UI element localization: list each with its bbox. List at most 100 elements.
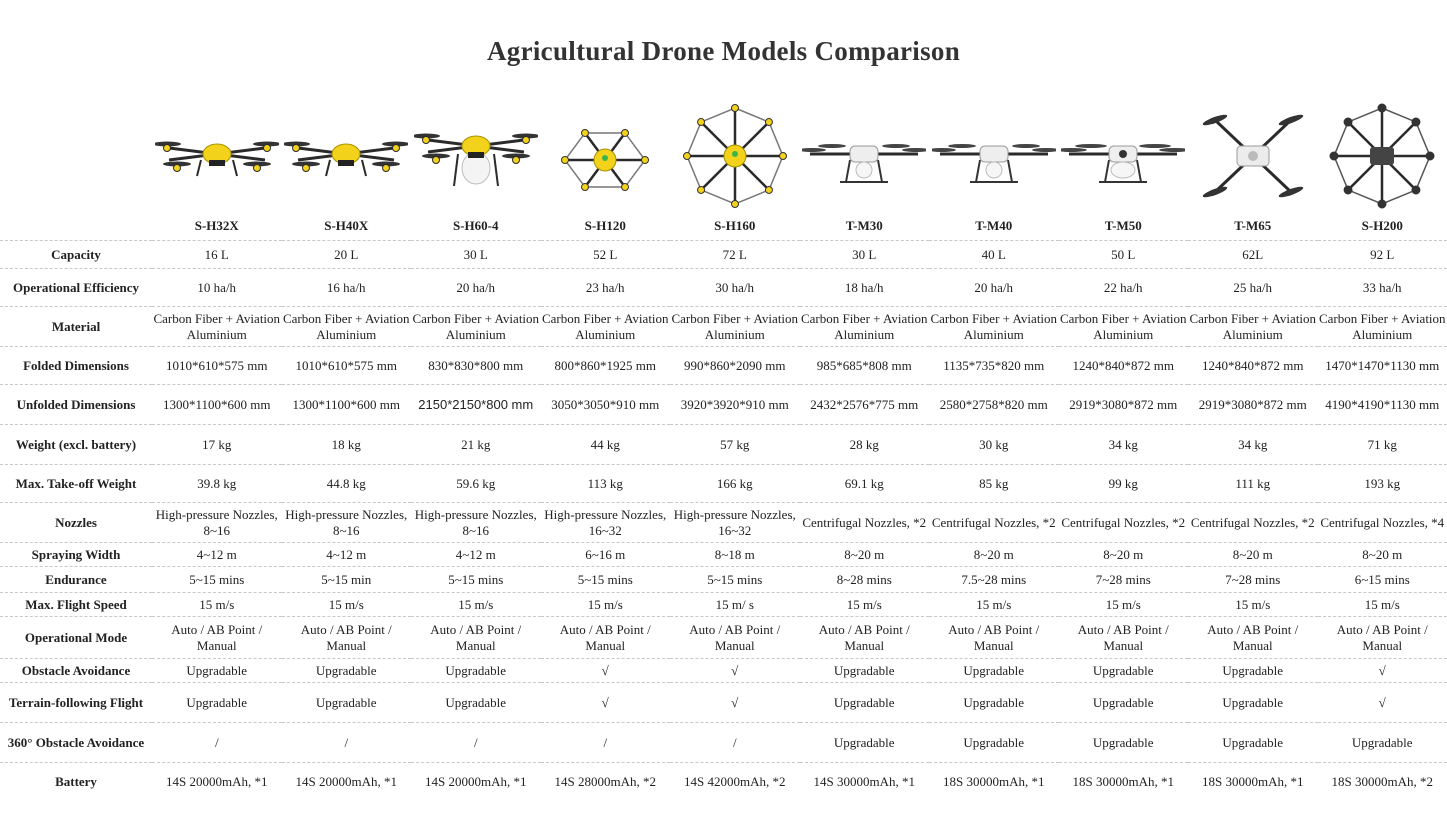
cell-max-take-off-weight-s-h160: 166 kg — [670, 464, 800, 503]
cell-max-take-off-weight-s-h60-4: 59.6 kg — [411, 464, 541, 503]
quad-white-drone-icon — [802, 144, 927, 183]
cell-obstacle-avoidance-t-m65: Upgradable — [1188, 658, 1318, 683]
cell-obstacle-avoidance-s-h160: √ — [670, 658, 800, 683]
row-label: Spraying Width — [0, 542, 152, 567]
cell-max-flight-speed-t-m30: 15 m/s — [799, 592, 929, 617]
x-quad-white-drone-icon — [1202, 114, 1304, 198]
row-label: Terrain-following Flight — [0, 682, 152, 723]
row-folded-dimensions: Folded Dimensions 1010*610*575 mm 1010*610… — [0, 346, 1447, 385]
cell-max-flight-speed-t-m50: 15 m/s — [1058, 592, 1188, 617]
quad-white-drone-icon — [931, 144, 1056, 183]
cell-folded-dimensions-s-h32x: 1010*610*575 mm — [152, 346, 282, 385]
hex-yellow-drone-icon — [541, 88, 671, 212]
cell-weight-excl-battery-t-m50: 34 kg — [1058, 424, 1188, 465]
cell-max-take-off-weight-t-m40: 85 kg — [929, 464, 1059, 503]
model-name-t-m65: T-M65 — [1234, 218, 1272, 233]
cell-nozzles-s-h200: Centrifugal Nozzles, *4 — [1317, 502, 1447, 543]
row-capacity: Capacity 16 L 20 L 30 L 52 L 72 L 30 L 40 L 50 L… — [0, 240, 1447, 269]
cell-obstacle-avoidance-s-h120: √ — [540, 658, 670, 683]
row-label: Weight (excl. battery) — [0, 424, 152, 465]
row-label: Operational Efficiency — [0, 268, 152, 307]
cell-operational-efficiency-s-h200: 33 ha/h — [1317, 268, 1447, 307]
row-label: Nozzles — [0, 502, 152, 543]
cell-weight-excl-battery-s-h60-4: 21 kg — [411, 424, 541, 465]
row-label: Folded Dimensions — [0, 346, 152, 385]
cell-operational-efficiency-t-m30: 18 ha/h — [799, 268, 929, 307]
cell-capacity-s-h60-4: 30 L — [411, 240, 541, 269]
octo-grey-drone-icon — [1318, 88, 1447, 212]
model-name-row: S-H32X S-H40X S-H60-4 S-H120 S-H160 T-M30 T-M4… — [0, 212, 1447, 241]
row-360-obstacle-avoidance: 360° Obstacle Avoidance / / / / / Upgradable Up… — [0, 722, 1447, 763]
octo-yellow-drone-icon — [670, 88, 800, 212]
cell-unfolded-dimensions-t-m65: 2919*3080*872 mm — [1188, 384, 1318, 425]
cell-360-obstacle-avoidance-t-m50: Upgradable — [1058, 722, 1188, 763]
cell-weight-excl-battery-s-h32x: 17 kg — [152, 424, 282, 465]
cell-nozzles-t-m30: Centrifugal Nozzles, *2 — [799, 502, 929, 543]
cell-max-take-off-weight-s-h120: 113 kg — [540, 464, 670, 503]
corner-cell — [0, 212, 152, 241]
x-quad-white-drone-icon — [1188, 88, 1318, 212]
cell-unfolded-dimensions-s-h200: 4190*4190*1130 mm — [1317, 384, 1447, 425]
model-name-s-h120: S-H120 — [584, 218, 626, 233]
cell-endurance-t-m50: 7~28 mins — [1058, 566, 1188, 593]
cell-material-s-h200: Carbon Fiber + Aviation Aluminium — [1317, 306, 1447, 347]
cell-capacity-s-h120: 52 L — [540, 240, 670, 269]
cell-battery-s-h120: 14S 28000mAh, *2 — [540, 762, 670, 801]
row-label: 360° Obstacle Avoidance — [0, 722, 152, 763]
cell-spraying-width-s-h60-4: 4~12 m — [411, 542, 541, 567]
cell-capacity-s-h200: 92 L — [1317, 240, 1447, 269]
cell-material-s-h60-4: Carbon Fiber + Aviation Aluminium — [411, 306, 541, 347]
cell-battery-s-h200: 18S 30000mAh, *2 — [1317, 762, 1447, 801]
cell-weight-excl-battery-s-h120: 44 kg — [540, 424, 670, 465]
cell-nozzles-s-h40x: High-pressure Nozzles, 8~16 — [281, 502, 411, 543]
cell-weight-excl-battery-s-h200: 71 kg — [1317, 424, 1447, 465]
corner-cell — [0, 88, 152, 212]
cell-max-take-off-weight-t-m65: 111 kg — [1188, 464, 1318, 503]
cell-operational-mode-s-h200: Auto / AB Point / Manual — [1317, 616, 1447, 659]
cell-battery-t-m40: 18S 30000mAh, *1 — [929, 762, 1059, 801]
cell-max-flight-speed-s-h160: 15 m/ s — [670, 592, 800, 617]
cell-spraying-width-t-m30: 8~20 m — [799, 542, 929, 567]
cell-material-t-m65: Carbon Fiber + Aviation Aluminium — [1188, 306, 1318, 347]
cell-endurance-s-h40x: 5~15 min — [281, 566, 411, 593]
cell-endurance-s-h160: 5~15 mins — [670, 566, 800, 593]
cell-battery-s-h60-4: 14S 20000mAh, *1 — [411, 762, 541, 801]
model-name-t-m50: T-M50 — [1104, 218, 1142, 233]
cell-max-flight-speed-t-m65: 15 m/s — [1188, 592, 1318, 617]
cell-obstacle-avoidance-t-m30: Upgradable — [799, 658, 929, 683]
cell-battery-t-m65: 18S 30000mAh, *1 — [1188, 762, 1318, 801]
cell-unfolded-dimensions-s-h120: 3050*3050*910 mm — [540, 384, 670, 425]
cell-capacity-t-m50: 50 L — [1058, 240, 1188, 269]
cell-endurance-t-m65: 7~28 mins — [1188, 566, 1318, 593]
cell-battery-s-h160: 14S 42000mAh, *2 — [670, 762, 800, 801]
cell-material-t-m30: Carbon Fiber + Aviation Aluminium — [799, 306, 929, 347]
model-name-t-m30: T-M30 — [845, 218, 883, 233]
cell-weight-excl-battery-s-h40x: 18 kg — [281, 424, 411, 465]
row-terrain-following-flight: Terrain-following Flight Upgradable Upgrad… — [0, 682, 1447, 723]
cell-obstacle-avoidance-t-m40: Upgradable — [929, 658, 1059, 683]
row-spraying-width: Spraying Width 4~12 m 4~12 m 4~12 m 6~16 m 8~… — [0, 542, 1447, 567]
quad-yellow-drone-icon — [282, 88, 412, 212]
cell-unfolded-dimensions-s-h60-4: 2150*2150*800 mm — [411, 384, 541, 425]
cell-endurance-s-h32x: 5~15 mins — [152, 566, 282, 593]
cell-endurance-s-h200: 6~15 mins — [1317, 566, 1447, 593]
quad-white-drone-icon — [929, 88, 1059, 212]
cell-max-take-off-weight-s-h200: 193 kg — [1317, 464, 1447, 503]
cell-obstacle-avoidance-s-h32x: Upgradable — [152, 658, 282, 683]
cell-360-obstacle-avoidance-s-h120: / — [540, 722, 670, 763]
row-material: Material Carbon Fiber + Aviation Aluminiu… — [0, 306, 1447, 347]
cell-unfolded-dimensions-t-m30: 2432*2576*775 mm — [799, 384, 929, 425]
cell-360-obstacle-avoidance-s-h32x: / — [152, 722, 282, 763]
quad-yellow-drone-icon — [152, 88, 282, 212]
cell-terrain-following-flight-s-h200: √ — [1317, 682, 1447, 723]
cell-operational-mode-s-h32x: Auto / AB Point / Manual — [152, 616, 282, 659]
cell-folded-dimensions-s-h200: 1470*1470*1130 mm — [1317, 346, 1447, 385]
cell-weight-excl-battery-s-h160: 57 kg — [670, 424, 800, 465]
cell-weight-excl-battery-t-m65: 34 kg — [1188, 424, 1318, 465]
row-label: Capacity — [0, 240, 152, 269]
cell-spraying-width-s-h160: 8~18 m — [670, 542, 800, 567]
cell-material-t-m40: Carbon Fiber + Aviation Aluminium — [929, 306, 1059, 347]
cell-capacity-s-h160: 72 L — [670, 240, 800, 269]
model-name-t-m40: T-M40 — [975, 218, 1013, 233]
row-label: Max. Take-off Weight — [0, 464, 152, 503]
